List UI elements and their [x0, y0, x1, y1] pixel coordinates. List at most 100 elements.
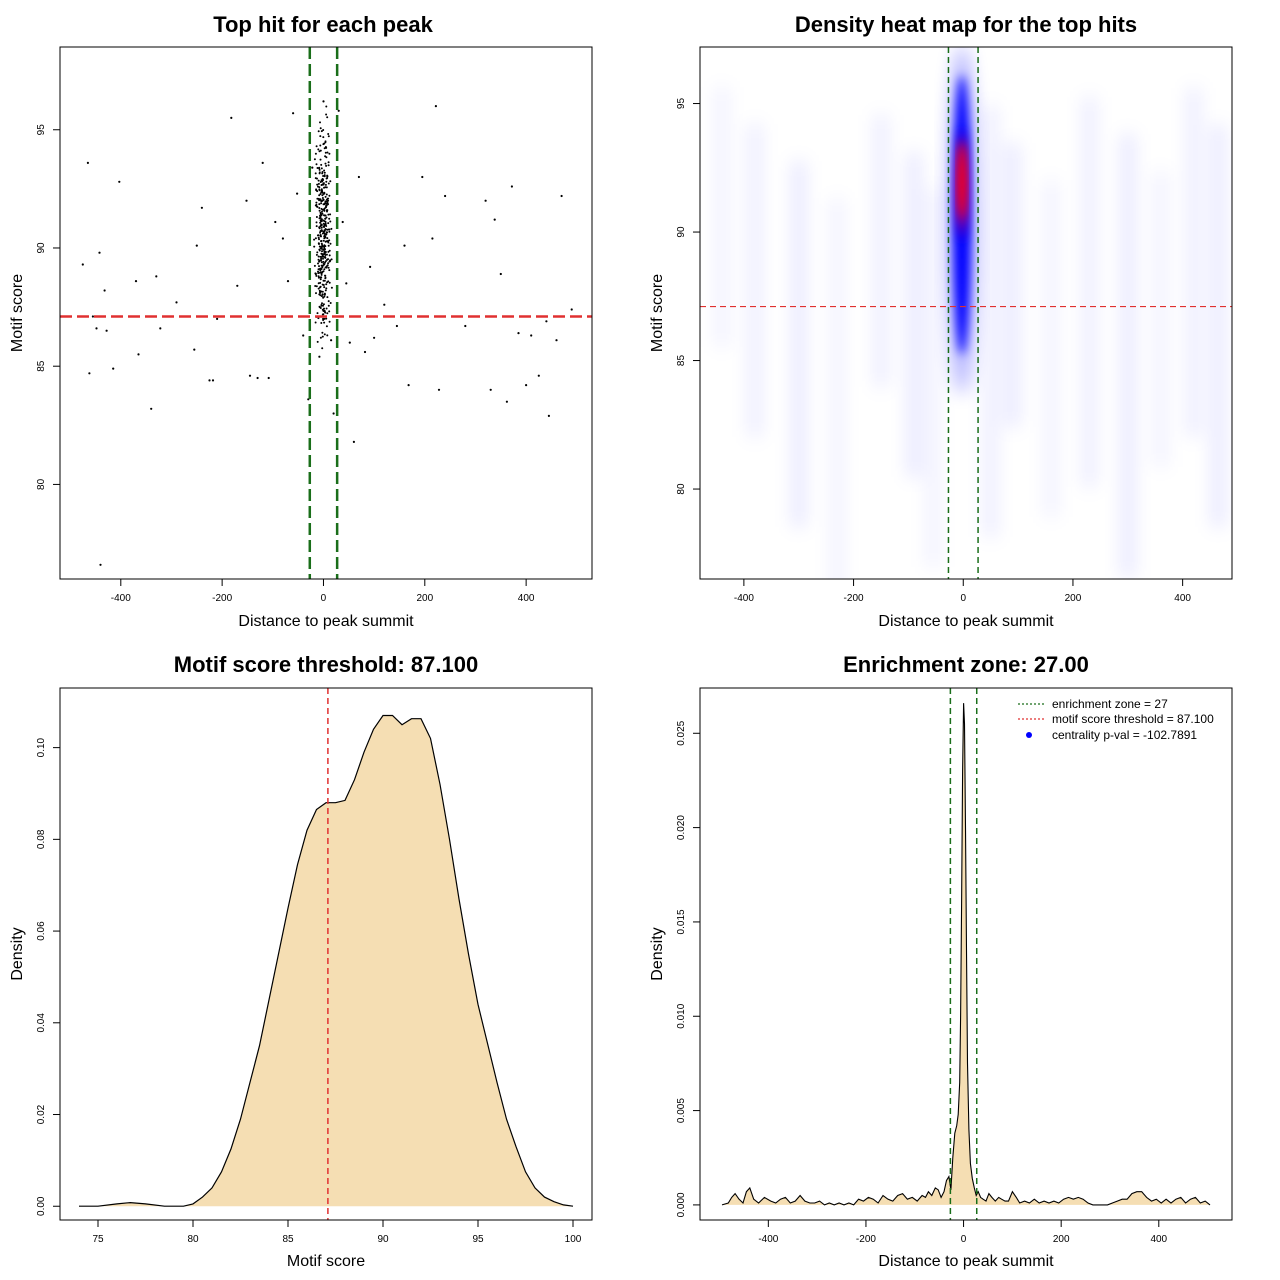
scatter-point	[322, 129, 325, 131]
scatter-point	[321, 290, 324, 293]
scatter-point	[434, 105, 437, 108]
scatter-point	[315, 188, 318, 191]
scatter-point	[324, 248, 326, 251]
scatter-point	[292, 112, 295, 115]
scatter-point	[547, 414, 551, 417]
heatmap-streak	[875, 115, 886, 387]
scatter-point	[323, 292, 326, 295]
scatter-point	[324, 260, 327, 263]
scatter-point	[256, 376, 259, 380]
heatmap-streak	[793, 161, 804, 527]
scatter-point	[327, 164, 330, 167]
scatter-point	[321, 197, 324, 199]
scatter-point	[421, 175, 424, 179]
x-tick-label: 200	[416, 593, 433, 604]
score-density-y-axis: 0.00 0.02 0.04 0.06 0.08 0.10	[36, 737, 60, 1216]
scatter-point	[321, 212, 324, 215]
scatter-point	[316, 177, 318, 180]
scatter-point	[319, 221, 322, 224]
scatter-point	[329, 180, 332, 183]
heatmap-streak	[985, 106, 996, 537]
scatter-point	[318, 166, 321, 169]
legend: enrichment zone = 27 motif score thresho…	[1018, 697, 1214, 742]
scatter-point	[314, 285, 317, 287]
scatter-point	[314, 237, 317, 240]
scatter-point	[321, 194, 324, 197]
x-tick-label: 0	[961, 1234, 967, 1245]
scatter-title: Top hit for each peak	[213, 12, 433, 37]
scatter-point	[320, 163, 323, 166]
scatter-point	[211, 379, 215, 382]
scatter-point	[321, 335, 324, 338]
y-tick-label: 0.000	[676, 1192, 687, 1217]
scatter-point	[437, 388, 441, 391]
scatter-point	[325, 164, 328, 167]
scatter-frame	[59, 46, 593, 580]
scatter-point	[236, 284, 239, 287]
scatter-point	[286, 280, 290, 283]
scatter-point	[322, 248, 325, 251]
x-tick-label: 0	[321, 593, 327, 604]
scatter-point	[317, 236, 320, 239]
scatter-point	[318, 207, 321, 209]
scatter-point	[319, 135, 322, 138]
scatter-point	[98, 251, 101, 254]
scatter-point	[318, 238, 320, 241]
y-tick-label: 80	[676, 483, 687, 495]
scatter-point	[320, 202, 323, 205]
scatter-point	[555, 339, 558, 342]
scatter-point	[319, 193, 322, 195]
scatter-point	[319, 158, 322, 161]
scatter-point	[324, 141, 327, 144]
scatter-point	[326, 209, 329, 212]
scatter-point	[317, 234, 320, 237]
y-tick-label: 0.00	[36, 1196, 47, 1216]
scatter-point	[315, 292, 317, 295]
scatter-point	[319, 247, 322, 250]
scatter-point	[517, 332, 520, 335]
scatter-plot-area	[60, 47, 592, 579]
density-curve	[721, 703, 1211, 1206]
legend-key-centrality	[1026, 732, 1032, 738]
scatter-point	[327, 300, 330, 303]
scatter-point	[325, 186, 328, 189]
scatter-point	[315, 203, 318, 206]
x-tick-label: 0	[960, 593, 966, 604]
scatter-point	[150, 407, 153, 410]
legend-label-motif-threshold: motif score threshold = 87.100	[1052, 712, 1214, 726]
scatter-point	[313, 158, 316, 161]
heatmap-x-label: Distance to peak summit	[878, 613, 1054, 630]
scatter-point	[318, 249, 321, 252]
score-density-x-label: Motif score	[287, 1253, 365, 1270]
scatter-point	[322, 183, 325, 186]
scatter-point	[318, 260, 321, 263]
scatter-point	[324, 251, 327, 253]
heatmap-streak	[716, 87, 727, 347]
scatter-point	[317, 276, 320, 279]
scatter-point	[321, 331, 324, 334]
scatter-point	[320, 167, 323, 170]
scatter-point	[323, 214, 326, 217]
scatter-point	[319, 267, 321, 270]
scatter-point	[316, 167, 319, 169]
x-tick-label: -200	[856, 1234, 876, 1245]
scatter-point	[322, 225, 325, 228]
scatter-point	[403, 244, 406, 247]
scatter-point	[319, 285, 322, 288]
scatter-point	[328, 269, 331, 272]
scatter-point	[319, 127, 322, 130]
score-density-frame	[59, 687, 593, 1221]
x-tick-label: 95	[472, 1234, 484, 1245]
scatter-point	[327, 203, 329, 206]
scatter-point	[322, 182, 325, 185]
legend-label-centrality: centrality p-val = -102.7891	[1052, 728, 1197, 742]
scatter-point	[326, 116, 329, 119]
scatter-point	[315, 285, 318, 288]
scatter-point	[319, 336, 322, 339]
panel-score-density: Motif score threshold: 87.100 75 80 85 90 95…	[9, 652, 593, 1270]
scatter-point	[319, 214, 321, 217]
scatter-point	[320, 304, 323, 306]
scatter-point	[159, 327, 162, 330]
scatter-point	[274, 220, 277, 224]
scatter-point	[103, 289, 106, 292]
